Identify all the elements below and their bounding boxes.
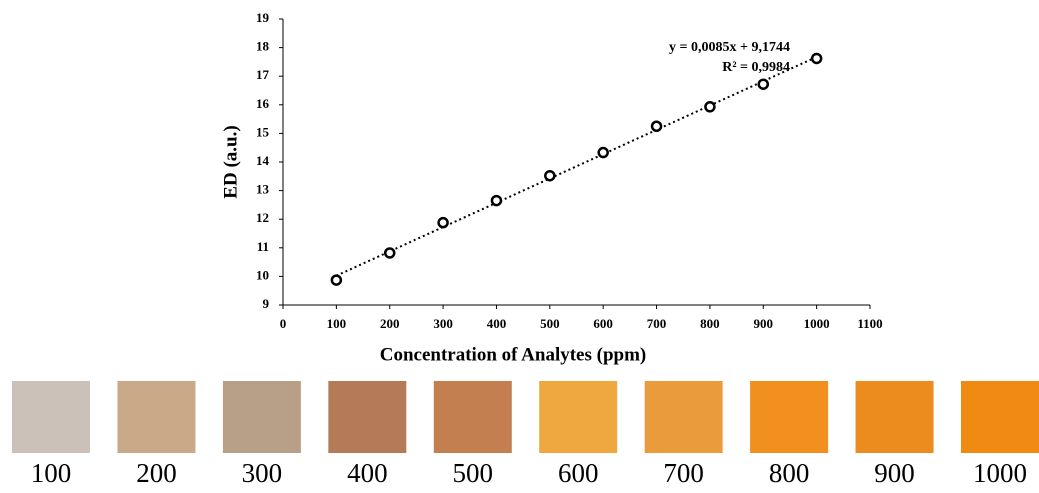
sample-label: 200 <box>136 458 177 488</box>
sample-swatch <box>222 381 301 453</box>
x-tick-label: 800 <box>700 316 720 331</box>
x-tick-label: 100 <box>327 316 347 331</box>
sample-swatch <box>644 381 723 453</box>
y-tick-label: 10 <box>256 267 269 282</box>
y-tick-label: 14 <box>256 153 270 168</box>
x-axis-title: Concentration of Analytes (ppm) <box>380 344 647 365</box>
x-tick-label: 1100 <box>857 316 882 331</box>
x-tick-label: 200 <box>380 316 400 331</box>
sample-swatch <box>855 381 934 453</box>
sample-label: 300 <box>242 458 283 488</box>
y-axis-title: ED (a.u.) <box>220 125 241 198</box>
sample-label: 900 <box>874 458 915 488</box>
x-tick-label: 400 <box>487 316 507 331</box>
data-point <box>490 194 503 207</box>
y-tick-label: 18 <box>256 39 270 54</box>
y-tick-label: 15 <box>256 124 270 139</box>
sample-swatch <box>961 381 1039 453</box>
y-tick-label: 17 <box>256 67 270 82</box>
trendline-r-squared: R² = 0,9984 <box>722 60 790 75</box>
x-tick-label: 300 <box>433 316 453 331</box>
x-tick-label: 900 <box>754 316 774 331</box>
x-tick-label: 700 <box>647 316 667 331</box>
data-point <box>330 274 343 286</box>
data-point <box>597 146 609 159</box>
y-tick-label: 11 <box>257 239 269 254</box>
sample-swatch <box>433 381 512 453</box>
sample-label: 600 <box>558 458 599 488</box>
data-point <box>437 216 449 229</box>
sample-label: 1000 <box>973 458 1027 488</box>
sample-swatch <box>539 381 618 453</box>
data-point <box>650 120 663 132</box>
sample-swatch <box>117 381 196 453</box>
sample-swatch <box>328 381 407 453</box>
x-tick-label: 0 <box>280 316 287 331</box>
sample-label: 400 <box>347 458 388 488</box>
data-point <box>544 169 556 182</box>
y-tick-label: 19 <box>256 10 270 25</box>
data-point <box>704 101 716 113</box>
sample-label: 700 <box>663 458 704 488</box>
trendline <box>335 56 818 277</box>
data-point <box>757 78 770 90</box>
x-tick-label: 500 <box>540 316 560 331</box>
sample-swatch <box>750 381 829 453</box>
trendline-equation: y = 0,0085x + 9,1744 <box>669 40 790 55</box>
x-tick-label: 1000 <box>804 316 830 331</box>
sample-label: 500 <box>453 458 494 488</box>
y-tick-label: 9 <box>263 296 270 311</box>
y-tick-label: 12 <box>256 210 269 225</box>
sample-label: 100 <box>31 458 72 488</box>
data-point <box>810 52 823 65</box>
data-point <box>383 247 396 259</box>
y-tick-label: 16 <box>256 96 270 111</box>
x-tick-label: 600 <box>593 316 613 331</box>
y-tick-label: 13 <box>256 182 270 197</box>
sample-label: 800 <box>769 458 810 488</box>
sample-swatch <box>12 381 90 453</box>
